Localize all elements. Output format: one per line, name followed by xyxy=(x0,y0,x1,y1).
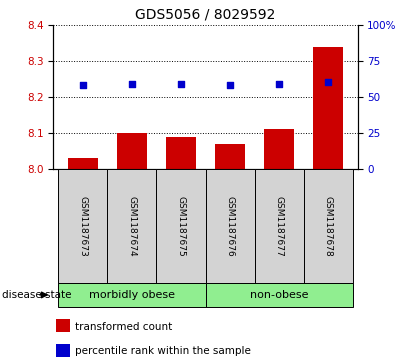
Text: GSM1187673: GSM1187673 xyxy=(79,196,88,256)
Text: GSM1187674: GSM1187674 xyxy=(127,196,136,256)
Bar xyxy=(56,344,70,356)
Text: GSM1187678: GSM1187678 xyxy=(323,196,332,256)
Bar xyxy=(166,136,196,169)
Point xyxy=(178,81,184,87)
Bar xyxy=(157,169,206,283)
Bar xyxy=(56,319,70,332)
Bar xyxy=(206,283,353,307)
Point xyxy=(227,82,233,88)
Bar xyxy=(68,158,97,169)
Bar xyxy=(215,144,245,169)
Title: GDS5056 / 8029592: GDS5056 / 8029592 xyxy=(135,8,276,21)
Text: GSM1187676: GSM1187676 xyxy=(226,196,235,256)
Text: GSM1187677: GSM1187677 xyxy=(275,196,284,256)
Point xyxy=(80,82,86,88)
Text: GSM1187675: GSM1187675 xyxy=(176,196,185,256)
Bar xyxy=(58,283,206,307)
Text: morbidly obese: morbidly obese xyxy=(89,290,175,300)
Point xyxy=(129,81,135,87)
Bar xyxy=(314,47,343,169)
Point xyxy=(325,79,331,85)
Bar xyxy=(254,169,304,283)
Bar xyxy=(206,169,254,283)
Bar xyxy=(264,129,294,169)
Text: percentile rank within the sample: percentile rank within the sample xyxy=(75,346,251,356)
Bar xyxy=(58,169,107,283)
Bar xyxy=(107,169,157,283)
Text: transformed count: transformed count xyxy=(75,322,172,332)
Text: non-obese: non-obese xyxy=(250,290,308,300)
Bar xyxy=(304,169,353,283)
Point xyxy=(276,81,282,87)
Bar xyxy=(117,133,147,169)
Text: disease state: disease state xyxy=(2,290,72,300)
